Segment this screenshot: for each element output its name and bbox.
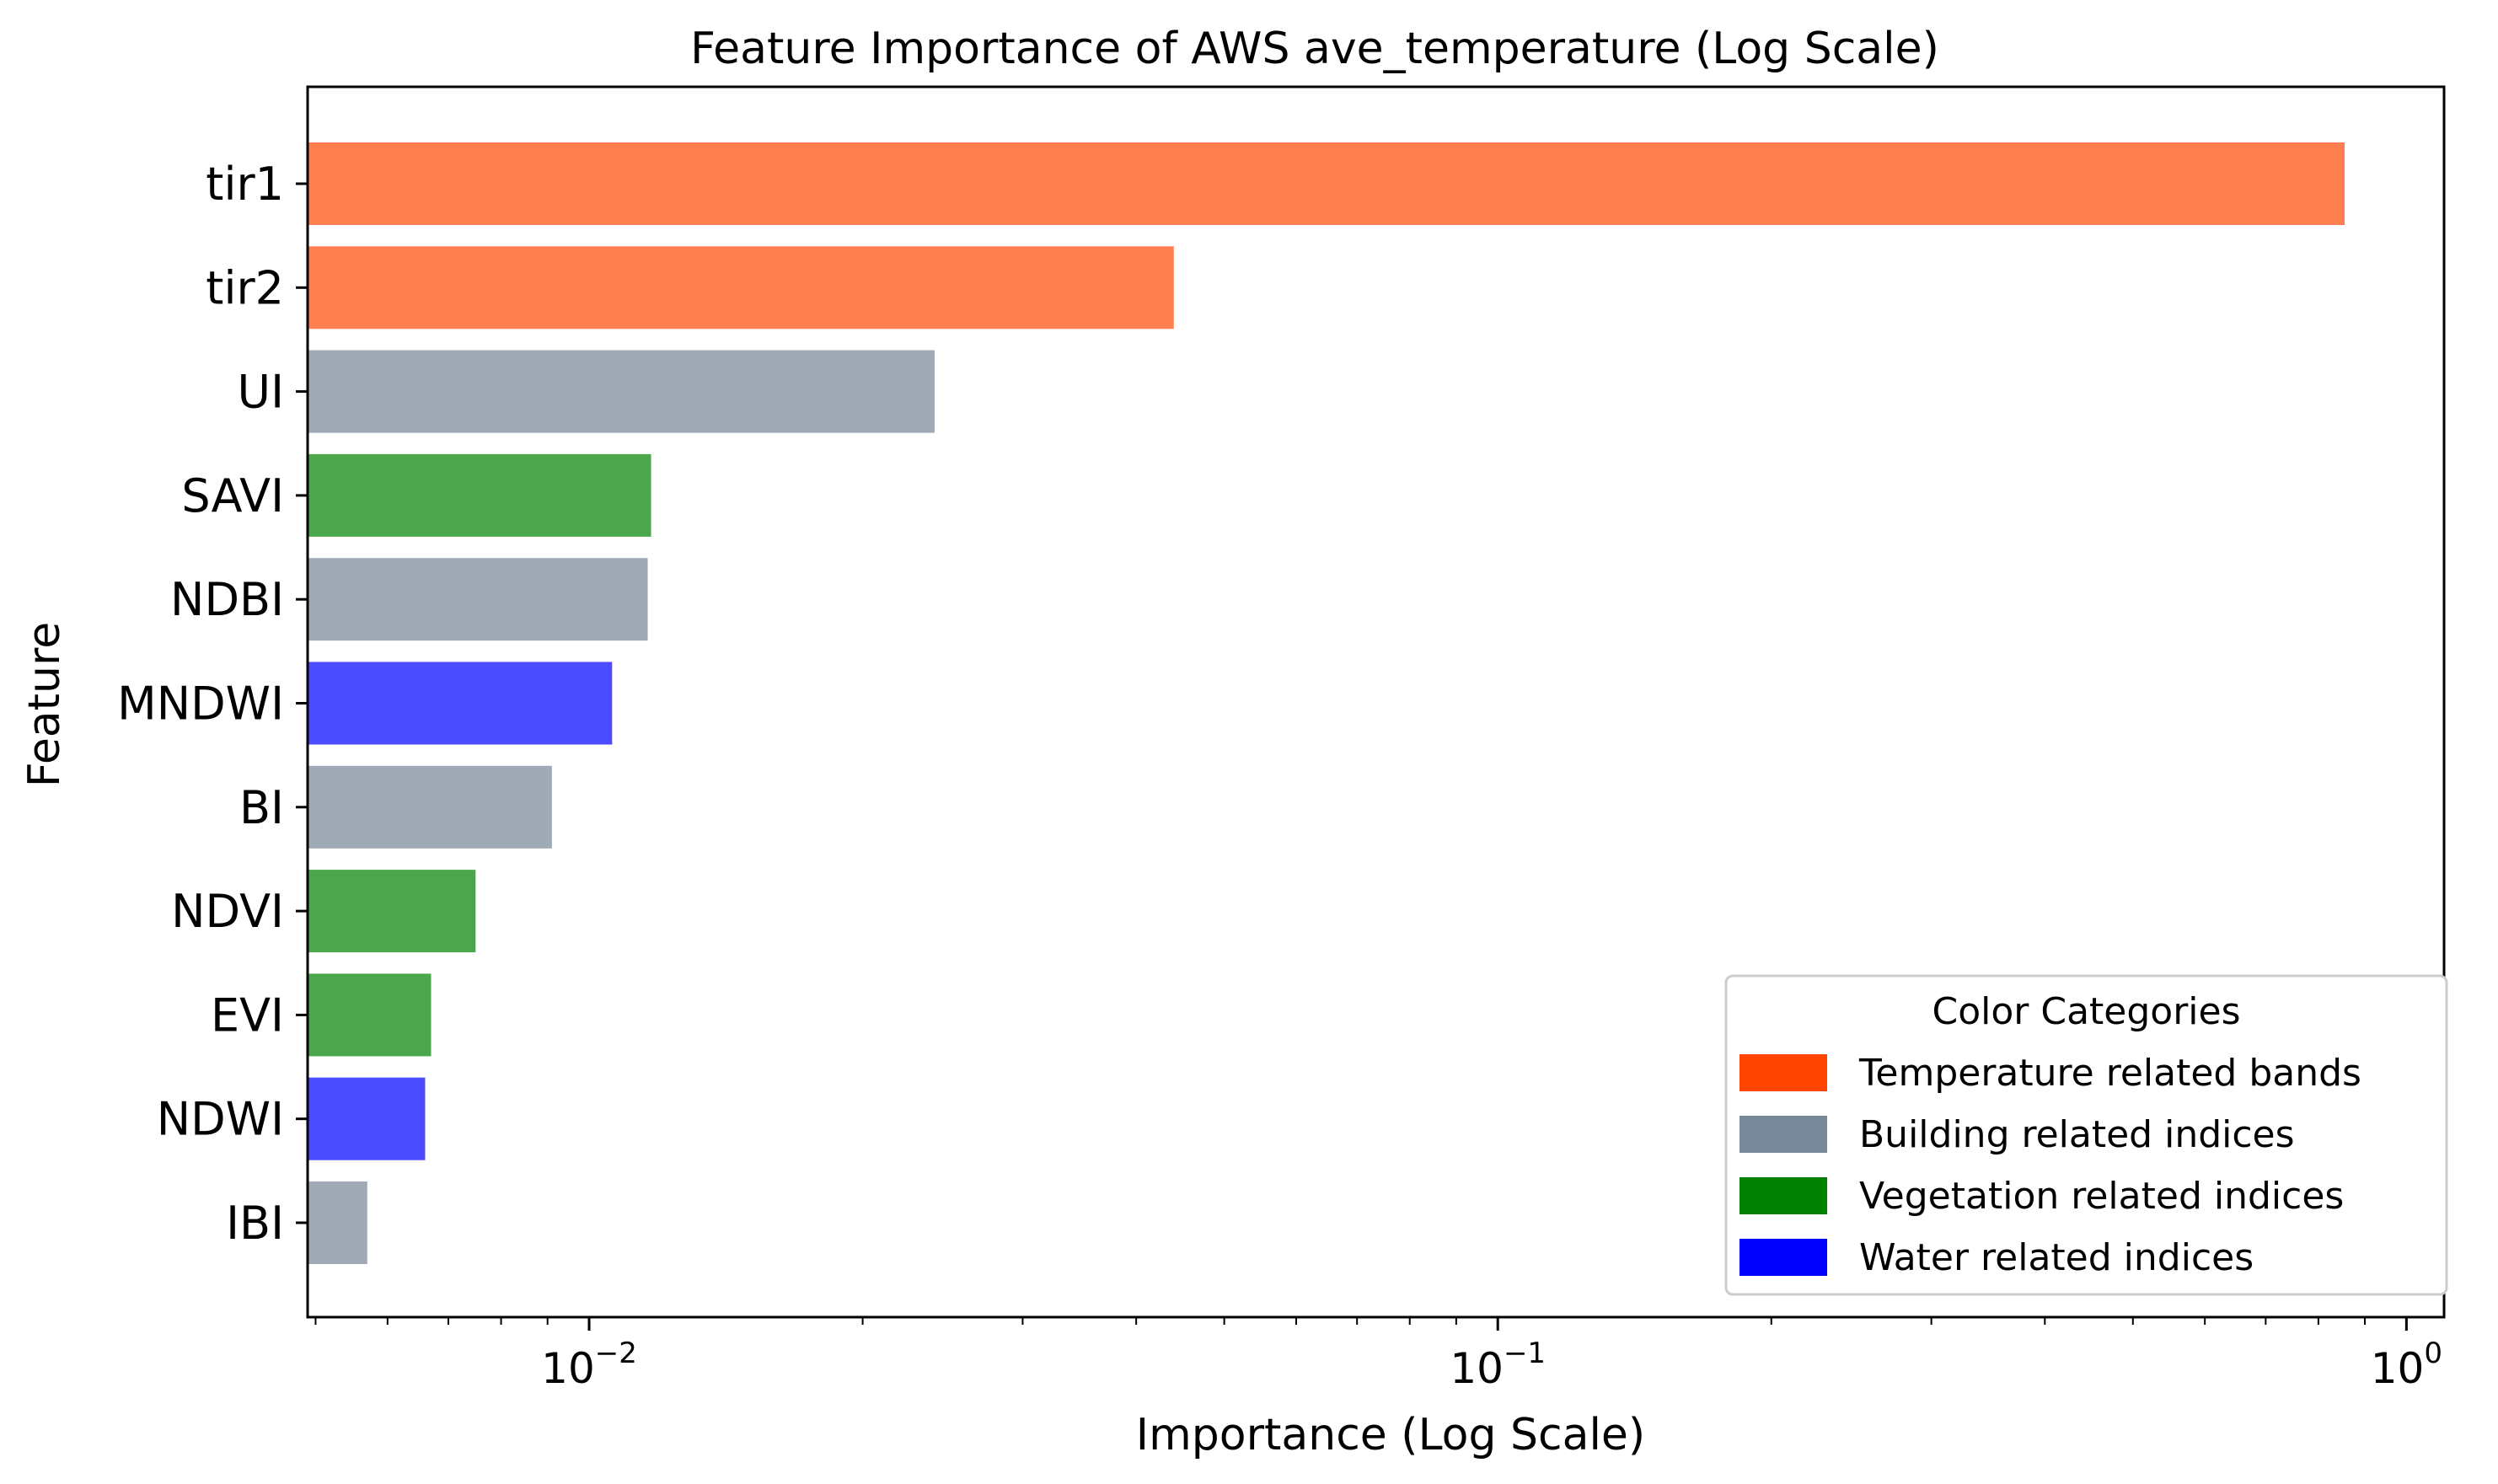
- legend-entry-label: Vegetation related indices: [1859, 1175, 2344, 1218]
- bar-tir2: [308, 246, 1174, 329]
- category-label-ndvi: NDVI: [171, 885, 284, 938]
- legend-swatch: [1739, 1116, 1827, 1153]
- legend-swatch: [1739, 1177, 1827, 1214]
- bar-savi: [308, 453, 651, 537]
- category-label-ndwi: NDWI: [157, 1093, 284, 1146]
- legend-entry-label: Water related indices: [1859, 1236, 2254, 1279]
- legend-swatch: [1739, 1054, 1827, 1091]
- plot-frame: [306, 85, 2446, 1319]
- bar-mndwi: [308, 662, 613, 745]
- chart-title: Feature Importance of AWS ave_temperatur…: [690, 24, 1939, 74]
- bar-tir1: [308, 142, 2345, 225]
- category-labels: tir1 tir2 UI SAVI NDBI MNDWI BI NDVI EVI NDWI IBI: [117, 158, 308, 1250]
- legend: Color Categories Temperature related band…: [1724, 974, 2448, 1296]
- category-label-ndbi: NDBI: [170, 573, 284, 626]
- category-label-ui: UI: [238, 366, 284, 419]
- x-axis-ticks: 10−2 10−1 100: [314, 1317, 2442, 1393]
- legend-title: Color Categories: [1932, 990, 2240, 1033]
- legend-entry-label: Building related indices: [1859, 1113, 2295, 1156]
- x-tick-label: 100: [2371, 1337, 2442, 1393]
- category-label-tir2: tir2: [206, 261, 284, 314]
- x-tick-label: 10−1: [1450, 1337, 1546, 1393]
- category-label-tir1: tir1: [206, 158, 284, 211]
- category-label-evi: EVI: [211, 988, 284, 1042]
- bar-ui: [308, 350, 935, 433]
- bar-evi: [308, 973, 432, 1057]
- bar-ibi: [308, 1181, 367, 1264]
- category-label-savi: SAVI: [181, 469, 284, 522]
- x-tick-label: 10−2: [541, 1337, 637, 1393]
- y-axis-label: Feature: [19, 622, 70, 788]
- bar-bi: [308, 765, 552, 849]
- x-axis-label: Importance (Log Scale): [1136, 1410, 1645, 1460]
- bar-ndvi: [308, 870, 476, 953]
- category-label-ibi: IBI: [226, 1197, 284, 1250]
- bars: [308, 142, 2345, 1264]
- legend-entry-label: Temperature related bands: [1858, 1052, 2361, 1095]
- category-label-mndwi: MNDWI: [117, 678, 284, 731]
- bar-ndbi: [308, 558, 648, 641]
- legend-swatch: [1739, 1239, 1827, 1276]
- category-label-bi: BI: [239, 781, 284, 834]
- legend-box: [1724, 974, 2448, 1296]
- bar-ndwi: [308, 1077, 426, 1160]
